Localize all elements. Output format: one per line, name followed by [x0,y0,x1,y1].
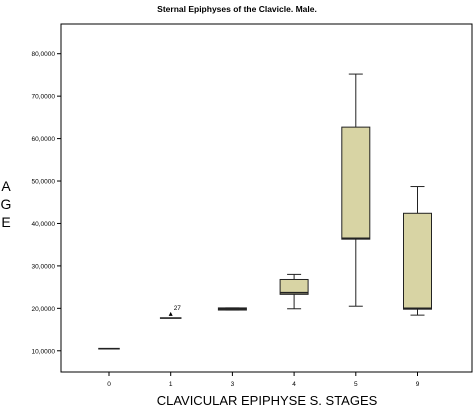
x-tick-label: 1 [169,381,173,388]
box-series [98,73,432,350]
x-tick-label: 9 [416,381,420,388]
y-tick-label: 70,0000 [32,94,56,101]
outlier-label: 27 [174,305,182,312]
box-iqr [279,278,309,295]
x-axis-ticks: 0 1 3 4 5 9 [107,372,420,388]
outlier-markers: 27 [168,305,182,316]
y-tick-label: 30,0000 [32,263,56,270]
box-group-4 [279,273,309,310]
y-axis-ticks: 10,0000 20,0000 30,0000 40,0000 50,0000 60,00… [32,51,61,355]
box-group-9 [403,186,432,316]
y-axis-label-line-2: G [1,196,12,212]
y-tick-label: 40,0000 [32,221,56,228]
outlier-marker [168,311,173,316]
x-axis-label: CLAVICULAR EPIPHYSE S. STAGES [157,393,378,408]
plot-frame [60,23,473,373]
x-tick-label: 3 [231,381,235,388]
box-iqr [341,126,371,240]
y-axis-label: A G E [1,178,12,230]
y-tick-label: 20,0000 [32,306,56,313]
y-axis-label-line-3: E [1,214,10,230]
y-tick-label: 60,0000 [32,136,56,143]
chart-title: Sternal Epiphyses of the Clavicle. Male. [157,4,317,14]
y-axis-label-line-1: A [1,178,11,194]
x-tick-label: 4 [292,381,296,388]
box-group-3 [217,307,247,311]
box-iqr [403,212,432,310]
y-tick-label: 10,0000 [32,348,56,355]
x-tick-label: 5 [354,381,358,388]
x-tick-label: 0 [107,381,111,388]
box-group-5 [341,73,371,307]
y-tick-label: 50,0000 [32,179,56,186]
y-tick-label: 80,0000 [32,51,56,58]
